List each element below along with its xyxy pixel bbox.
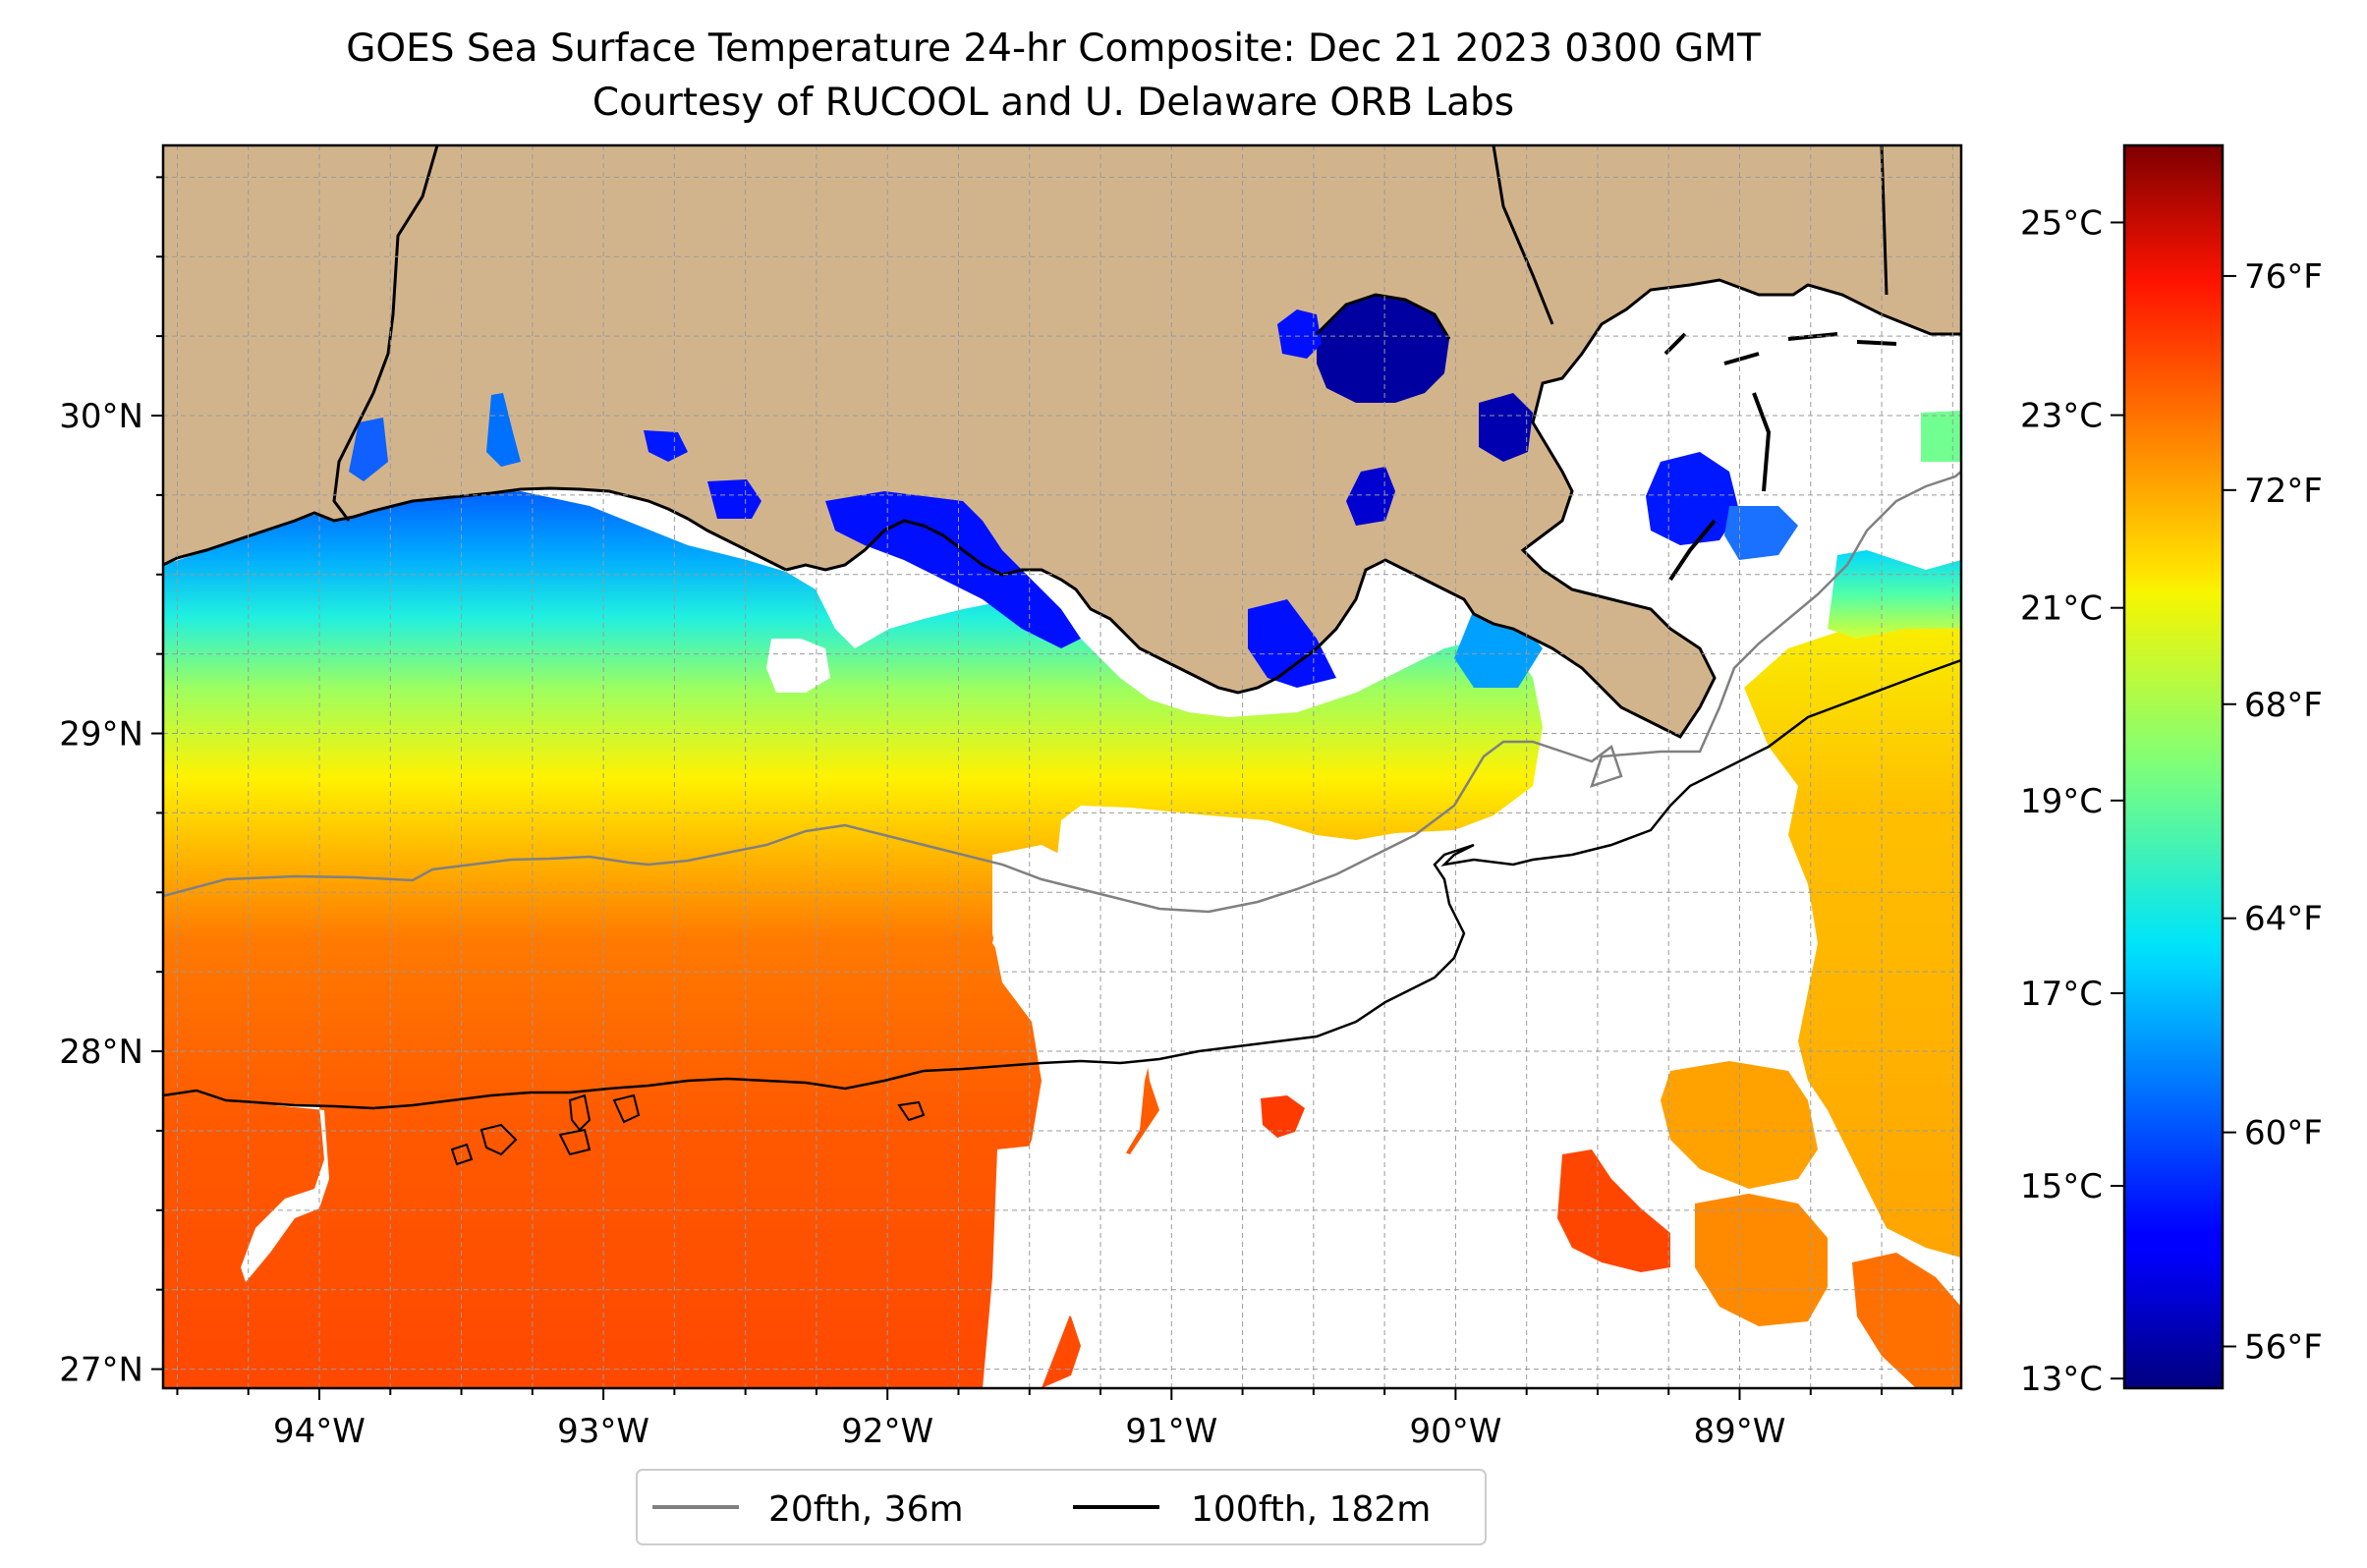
sst-patch-nearshore [825, 491, 1081, 648]
lat-tick-label: 29°N [59, 715, 143, 755]
bathymetry-knolls [450, 1093, 926, 1166]
sst-patch-greenish [1921, 411, 1961, 462]
colorbar-celsius-axis: 13°C 15°C 17°C 19°C 21°C 23°C 25°C [2020, 203, 2124, 1399]
sst-field-east-mid [1828, 550, 1961, 639]
lon-tick-label: 93°W [557, 1412, 649, 1451]
lon-axis: 94°W 93°W 92°W 91°W 90°W 89°W [176, 1388, 1954, 1451]
map-frame [161, 143, 1963, 1390]
sst-patch-lake [1479, 393, 1533, 462]
colorbar: 13°C 15°C 17°C 19°C 21°C 23°C 25°C 56°F 60°F 64°… [2020, 143, 2323, 1399]
sst-patch-lake [1277, 309, 1322, 359]
legend-label-20fth: 20fth, 36m [768, 1489, 964, 1530]
celsius-tick-label: 17°C [2020, 975, 2103, 1014]
colorbar-gradient [2122, 143, 2225, 1390]
sst-patch-lake [1317, 295, 1449, 403]
sst-patch-nearshore [1248, 599, 1336, 688]
lon-tick-label: 94°W [273, 1412, 366, 1451]
lon-tick-label: 90°W [1409, 1412, 1501, 1451]
sst-patch-lake [349, 418, 388, 481]
sst-patch-cold [1724, 506, 1798, 560]
legend-label-100fth: 100fth, 182m [1191, 1489, 1431, 1530]
no-data-patch [766, 639, 830, 693]
sst-patch-orange [1852, 1253, 1961, 1388]
contour-legend: 20fth, 36m 100fth, 182m [636, 1469, 1487, 1545]
colorbar-fahrenheit-axis: 56°F 60°F 64°F 68°F 72°F 76°F [2223, 257, 2323, 1368]
sst-patch-lake [644, 430, 688, 462]
lat-tick-label: 27°N [59, 1351, 143, 1390]
fahrenheit-tick-label: 68°F [2244, 686, 2323, 725]
lon-tick-label: 91°W [1125, 1412, 1217, 1451]
fahrenheit-tick-label: 60°F [2244, 1114, 2323, 1153]
celsius-tick-label: 15°C [2020, 1167, 2103, 1206]
fahrenheit-tick-label: 76°F [2244, 257, 2323, 297]
fahrenheit-tick-label: 72°F [2244, 472, 2323, 511]
fahrenheit-tick-label: 56°F [2244, 1328, 2323, 1368]
lat-axis: 27°N 28°N 29°N 30°N [59, 176, 163, 1390]
celsius-tick-label: 19°C [2020, 782, 2103, 821]
sst-patch-orange [1695, 1194, 1828, 1326]
map-panel [163, 145, 1961, 1388]
sst-patch-lake [707, 479, 761, 519]
sst-field-west [163, 491, 1543, 1388]
land-mass [163, 145, 1961, 737]
sst-patch-lake [486, 393, 521, 467]
sst-patch-lake [1346, 467, 1395, 526]
celsius-tick-label: 21°C [2020, 589, 2103, 629]
map-subtitle: Courtesy of RUCOOL and U. Delaware ORB L… [592, 81, 1514, 125]
lat-tick-label: 30°N [59, 397, 143, 436]
lon-tick-label: 92°W [841, 1412, 933, 1451]
no-data-patch [983, 1140, 1159, 1388]
fahrenheit-tick-label: 64°F [2244, 900, 2323, 939]
sst-field-east-warm [1744, 609, 1961, 1258]
sst-patch-orange [1661, 1061, 1818, 1189]
celsius-tick-label: 25°C [2020, 203, 2103, 243]
celsius-tick-label: 13°C [2020, 1360, 2103, 1399]
contour-20fth [163, 471, 1961, 914]
lat-tick-label: 28°N [59, 1033, 143, 1072]
map-title: GOES Sea Surface Temperature 24-hr Compo… [346, 27, 1761, 71]
map-gridlines [163, 145, 1961, 1388]
no-data-patch [241, 1105, 329, 1282]
sst-patch-red [1557, 1149, 1670, 1272]
celsius-tick-label: 23°C [2020, 397, 2103, 436]
legend-box [636, 1469, 1487, 1545]
contour-100fth [163, 658, 1961, 1110]
lon-tick-label: 89°W [1694, 1412, 1786, 1451]
sst-patch-red [1261, 1095, 1305, 1138]
